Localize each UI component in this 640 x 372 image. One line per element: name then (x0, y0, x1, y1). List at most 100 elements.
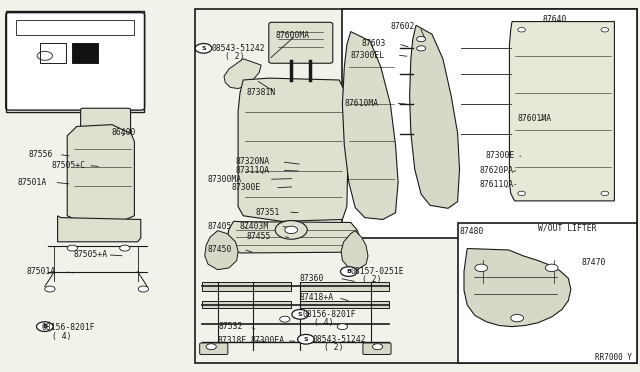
Text: 87450: 87450 (208, 245, 232, 254)
Text: B: B (346, 269, 351, 274)
Text: 87601MA: 87601MA (517, 114, 551, 123)
Text: ( 4): ( 4) (52, 332, 72, 341)
Text: 08156-8201F: 08156-8201F (302, 310, 356, 319)
Circle shape (511, 314, 524, 322)
Text: 87300EL: 87300EL (351, 51, 385, 60)
Circle shape (372, 344, 383, 350)
Text: 87610MA: 87610MA (344, 99, 378, 108)
Polygon shape (224, 59, 261, 89)
Bar (342, 9, 637, 238)
Bar (72, 43, 98, 63)
Polygon shape (205, 231, 238, 270)
Circle shape (206, 344, 216, 350)
Text: 87470: 87470 (581, 258, 605, 267)
Text: 87300MA: 87300MA (208, 175, 242, 184)
Text: 08543-51242: 08543-51242 (312, 335, 366, 344)
Text: 87532: 87532 (219, 322, 243, 331)
Circle shape (120, 245, 130, 251)
Polygon shape (342, 32, 398, 219)
Circle shape (275, 221, 307, 239)
Text: 87405: 87405 (208, 222, 232, 231)
Text: 87300E: 87300E (232, 183, 261, 192)
Text: 08156-8201F: 08156-8201F (42, 323, 95, 332)
Text: 87300EA: 87300EA (251, 336, 285, 345)
Text: 87403M: 87403M (240, 222, 269, 231)
FancyBboxPatch shape (363, 343, 391, 355)
Polygon shape (67, 125, 134, 221)
Polygon shape (464, 248, 571, 327)
Text: 87311QA: 87311QA (236, 166, 269, 175)
Circle shape (138, 286, 148, 292)
Text: 87455: 87455 (246, 232, 271, 241)
Circle shape (545, 264, 558, 272)
Text: 87620PA: 87620PA (480, 166, 514, 175)
Text: 87556: 87556 (29, 150, 53, 159)
Bar (6, 11, 144, 112)
Text: 87418+A: 87418+A (300, 293, 333, 302)
Text: 87480: 87480 (460, 227, 484, 236)
Text: ( 4): ( 4) (314, 318, 333, 327)
Text: 87360: 87360 (300, 274, 324, 283)
Text: 87603: 87603 (362, 39, 386, 48)
Text: 08543-51242: 08543-51242 (211, 44, 265, 53)
Bar (300, 282, 389, 291)
Circle shape (417, 46, 426, 51)
Circle shape (298, 334, 314, 344)
Text: 87381N: 87381N (246, 88, 276, 97)
Text: 87501A: 87501A (18, 178, 47, 187)
Bar (195, 9, 637, 363)
FancyBboxPatch shape (200, 343, 228, 355)
Circle shape (340, 267, 357, 276)
Text: S: S (201, 46, 206, 51)
FancyBboxPatch shape (269, 22, 333, 63)
Circle shape (337, 324, 348, 330)
Circle shape (36, 322, 53, 331)
FancyBboxPatch shape (81, 108, 131, 137)
Text: 87505+C: 87505+C (51, 161, 85, 170)
Circle shape (285, 226, 298, 234)
Text: ( 2): ( 2) (362, 275, 381, 284)
Circle shape (280, 316, 290, 322)
Circle shape (417, 36, 426, 42)
Text: 87318E: 87318E (218, 336, 247, 345)
Text: 86400: 86400 (112, 128, 136, 137)
Polygon shape (341, 231, 368, 270)
Text: 87320NA: 87320NA (236, 157, 269, 166)
Circle shape (45, 286, 55, 292)
Bar (458, 223, 637, 363)
Text: ( 2): ( 2) (225, 52, 244, 61)
Text: 87600MA: 87600MA (275, 31, 309, 40)
Text: 87611QA: 87611QA (480, 180, 514, 189)
Text: S: S (298, 312, 303, 317)
Circle shape (518, 28, 525, 32)
Text: 87501A: 87501A (27, 267, 56, 276)
Text: S: S (303, 337, 308, 342)
Bar (300, 301, 389, 308)
Circle shape (67, 245, 77, 251)
Circle shape (195, 44, 212, 53)
Bar (202, 282, 291, 291)
Polygon shape (509, 22, 614, 201)
Text: 08157-0251E: 08157-0251E (351, 267, 404, 276)
Text: 87351: 87351 (256, 208, 280, 217)
Text: ( 2): ( 2) (324, 343, 343, 352)
Circle shape (518, 191, 525, 196)
Text: 87640: 87640 (543, 15, 567, 24)
Text: 87300E: 87300E (485, 151, 515, 160)
Circle shape (475, 264, 488, 272)
Bar (16, 20, 134, 35)
Polygon shape (410, 25, 460, 208)
Circle shape (601, 191, 609, 196)
Bar (40, 43, 65, 63)
Circle shape (601, 28, 609, 32)
Text: 87602: 87602 (390, 22, 415, 31)
Bar (202, 301, 291, 308)
Polygon shape (58, 216, 141, 242)
Text: RR7000 Y: RR7000 Y (595, 353, 632, 362)
Text: 87505+A: 87505+A (74, 250, 108, 259)
Polygon shape (238, 78, 349, 221)
Circle shape (292, 310, 308, 319)
Polygon shape (227, 221, 360, 253)
Text: B: B (42, 324, 47, 329)
Text: W/OUT LIFTER: W/OUT LIFTER (538, 223, 596, 232)
